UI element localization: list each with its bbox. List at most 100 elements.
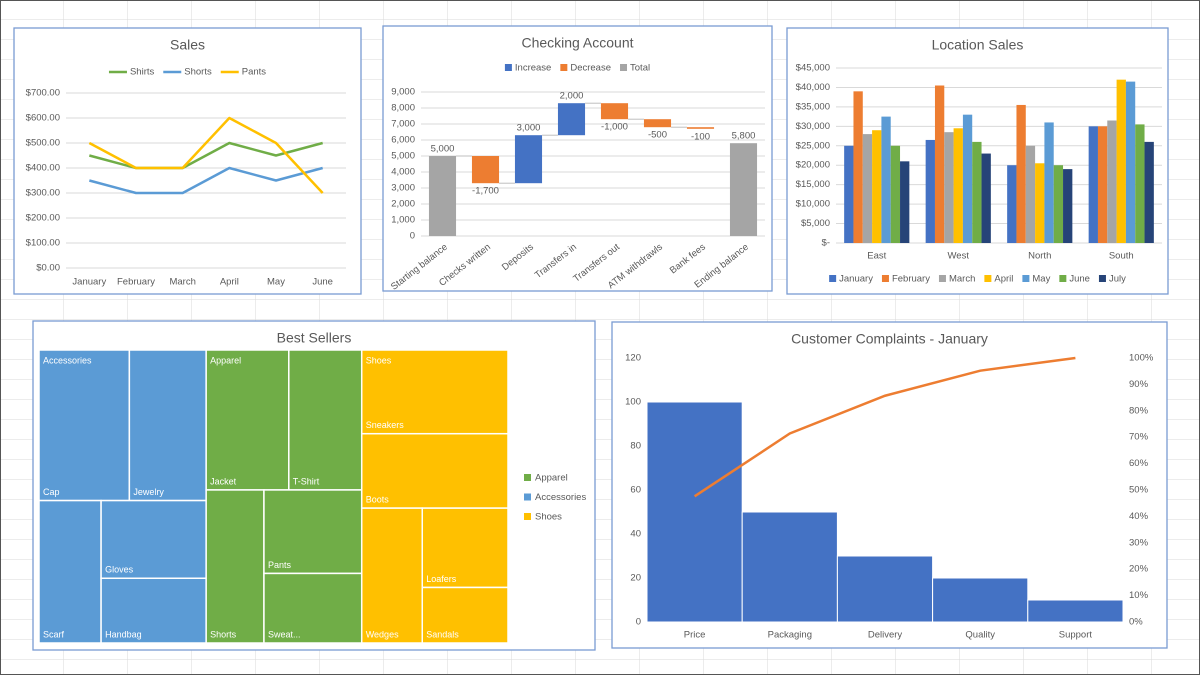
y-tick-label: 120 (625, 353, 641, 364)
y2-tick-label: 90% (1129, 379, 1149, 390)
y-tick-label: $100.00 (26, 238, 60, 249)
legend-label: Total (630, 63, 650, 74)
y-tick-label: $20,000 (796, 160, 830, 171)
bar (962, 114, 973, 244)
y-tick-label: $5,000 (801, 218, 830, 229)
y-tick-label: 2,000 (391, 199, 415, 210)
legend: Shirts Shorts Pants (108, 67, 267, 78)
y-tick-label: 9,000 (391, 87, 415, 98)
tile-label: Boots (366, 495, 390, 505)
legend-marker (984, 275, 992, 282)
y-tick-label: $700.00 (26, 88, 60, 99)
bar (925, 139, 935, 243)
bar (1116, 79, 1126, 244)
line-series (88, 116, 324, 194)
legend-label: January (839, 274, 873, 285)
bar (643, 119, 672, 128)
y2-tick-label: 40% (1129, 511, 1149, 522)
tile (421, 586, 509, 644)
legend-marker (524, 513, 531, 520)
y-tick-label: 20 (630, 573, 641, 584)
x-tick-label: West (948, 251, 970, 262)
x-tick-label: February (117, 277, 155, 288)
legend-marker (881, 275, 889, 282)
bar (600, 103, 629, 120)
data-label: -1,700 (472, 186, 499, 197)
bar (646, 401, 743, 623)
chart-title: Best Sellers (277, 330, 352, 346)
bar (1097, 126, 1108, 243)
chart-title: Sales (170, 37, 205, 53)
y-tick-label: 4,000 (391, 167, 415, 178)
y2-tick-label: 50% (1129, 485, 1149, 496)
legend-label: April (994, 274, 1013, 285)
y-tick-label: 8,000 (391, 103, 415, 114)
y-tick-label: $40,000 (796, 82, 830, 93)
y-tick-label: $200.00 (26, 213, 60, 224)
y-tick-label: 40 (630, 529, 641, 540)
y2-tick-label: 30% (1129, 537, 1149, 548)
data-label: 3,000 (517, 123, 541, 134)
y-tick-label: $30,000 (796, 121, 830, 132)
y-tick-label: $- (822, 238, 830, 249)
legend-label: June (1069, 274, 1090, 285)
legend-label: Increase (515, 63, 551, 74)
legend-label: Pants (242, 67, 267, 78)
tile (360, 432, 509, 509)
data-label: -500 (648, 130, 667, 141)
y2-tick-label: 20% (1129, 564, 1149, 575)
legend-marker (524, 493, 531, 501)
x-tick-label: Price (684, 630, 706, 641)
tile-label: T-Shirt (293, 476, 320, 486)
bar (1035, 163, 1045, 243)
tile-label: Scarf (43, 629, 65, 639)
legend-marker (560, 64, 568, 71)
x-tick-label: January (72, 277, 106, 288)
legend-label: Accessories (535, 492, 586, 503)
y-tick-label: $10,000 (796, 199, 830, 210)
bar (944, 132, 954, 243)
bar (686, 127, 715, 129)
bar (1125, 81, 1136, 243)
bar (1044, 122, 1054, 243)
legend-marker (620, 64, 628, 71)
x-tick-label: Support (1059, 630, 1093, 641)
y-tick-label: $600.00 (26, 113, 60, 124)
tile-label: Shorts (210, 629, 237, 639)
legend-marker (1059, 275, 1067, 282)
tile (288, 349, 363, 491)
bar (981, 153, 991, 243)
x-tick-label: East (867, 251, 886, 262)
legend-label: Shorts (184, 67, 212, 78)
bar (1053, 165, 1064, 243)
y-tick-label: $300.00 (26, 188, 60, 199)
y-tick-label: $25,000 (796, 140, 830, 151)
legend-marker (938, 275, 946, 282)
chart-title: Customer Complaints - January (791, 331, 988, 347)
tile-label: Loafers (426, 574, 457, 584)
bar (729, 143, 758, 236)
y-tick-label: 0 (410, 231, 415, 242)
tile-label: Wedges (366, 629, 399, 639)
y-tick-label: $35,000 (796, 101, 830, 112)
data-label: 2,000 (560, 91, 584, 102)
cumulative-line (693, 356, 1076, 498)
x-tick-label: Quality (965, 630, 995, 641)
y-tick-label: $500.00 (26, 138, 60, 149)
x-tick-label: South (1109, 251, 1134, 262)
bar (853, 91, 863, 243)
x-tick-label: North (1028, 251, 1051, 262)
legend-marker (829, 275, 837, 282)
y-tick-label: 60 (630, 485, 641, 496)
tile (38, 349, 131, 502)
chart-title: Checking Account (521, 35, 633, 51)
tile (100, 499, 207, 580)
x-tick-label: March (169, 277, 195, 288)
bar (1107, 120, 1117, 243)
line-series (89, 166, 323, 195)
y2-tick-label: 10% (1129, 590, 1149, 601)
legend-label: Decrease (570, 63, 611, 74)
y-tick-label: 7,000 (391, 119, 415, 130)
tile-label: Sandals (426, 629, 459, 639)
bar (1016, 104, 1026, 243)
